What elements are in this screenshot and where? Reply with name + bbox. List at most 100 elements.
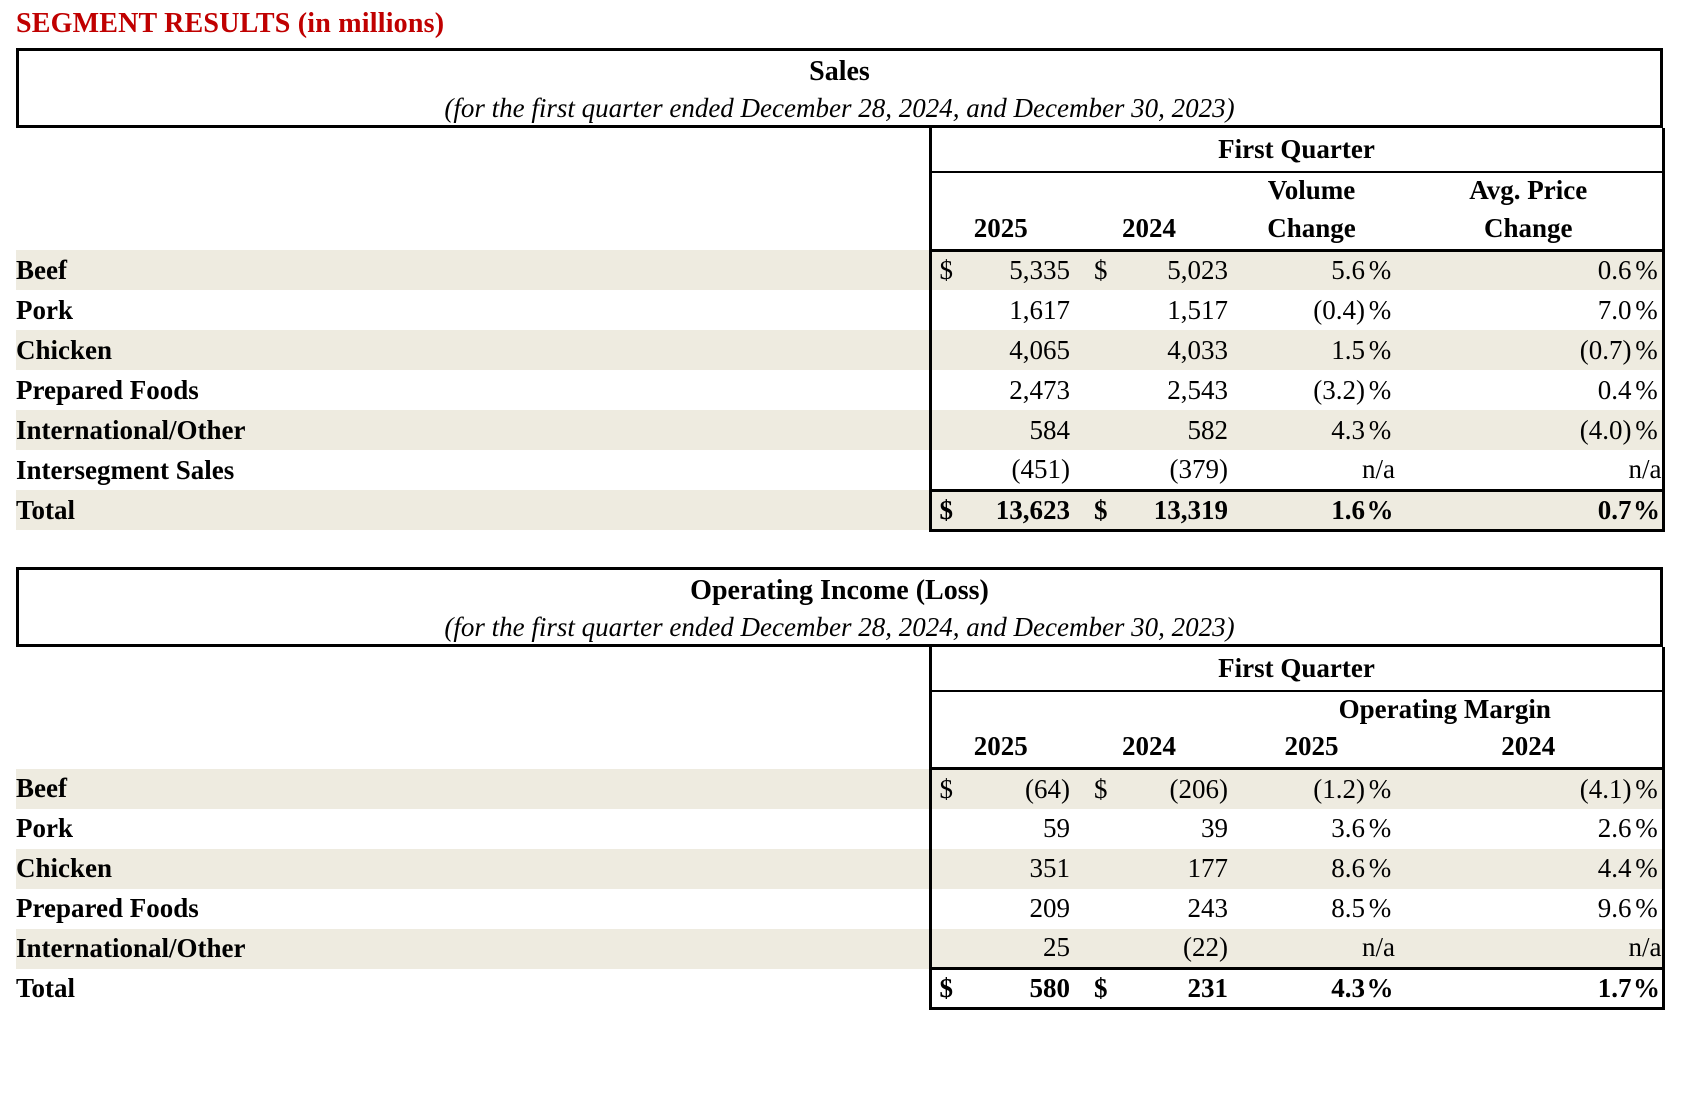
table-row: Pork 59 39 3.6% 2.6% [16,808,1665,849]
table-row: Beef $ (64) $ (206) (1.2)% (4.1)% [16,768,1665,809]
row-label: Prepared Foods [16,893,199,923]
table-row: Total $580 $231 4.3% 1.7% [16,967,1665,1010]
value-cell-2024: (22) [1070,928,1228,969]
header-spacer [16,128,930,172]
operating-table-subtitle: (for the first quarter ended December 28… [444,611,1235,642]
sales-table: Sales (for the first quarter ended Decem… [16,48,1665,532]
header-empty-cell [1070,172,1228,208]
header-empty-cell [928,172,1070,208]
header-spacer [16,208,930,250]
margin-cell-2024: 2.6% [1395,808,1665,849]
margin-cell-2025: 8.5% [1228,889,1395,929]
column-header-row-1: Volume Avg. Price [16,172,1665,208]
value-cell-2024: 1,517 [1070,290,1228,330]
percent-sign: % [1633,973,1660,1003]
cell-value: 4.4 [1597,853,1632,883]
value-cell-2024: 4,033 [1070,330,1228,370]
margin-2025-header: 2025 [1228,726,1395,770]
row-label: International/Other [16,928,930,969]
cell-value: 8.5 [1331,893,1365,923]
percent-sign: % [1635,813,1658,843]
first-quarter-header: First Quarter [928,646,1665,692]
change-cell-2: (0.7)% [1395,330,1665,370]
table-row: Total $13,623 $13,319 1.6% 0.7% [16,488,1665,532]
percent-sign: % [1368,893,1392,923]
margin-cell-2024: 1.7% [1395,967,1665,1010]
change-cell-1: n/a [1228,450,1395,490]
percent-sign: % [1366,973,1394,1003]
cell-value: (64) [1025,773,1070,804]
change-cell-1: 1.5% [1228,330,1395,370]
row-label: Pork [16,294,73,325]
value-cell-2024: 243 [1070,889,1229,929]
cell-value: 0.6 [1597,255,1632,286]
change-cell-2: (4.0)% [1395,410,1665,450]
percent-sign: % [1368,334,1392,365]
group-header-row: First Quarter [16,646,1665,692]
change-cell-1: 5.6% [1228,250,1395,290]
percent-sign: % [1635,334,1658,365]
percent-sign: % [1635,374,1658,405]
cell-value: 2,543 [1167,374,1228,405]
page-title: SEGMENT RESULTS (in millions) [16,8,445,39]
value-cell-2025: 584 [928,410,1071,450]
column-header-row-2: 2025 2024 Change Change [16,208,1665,252]
row-label: Intersegment Sales [16,454,235,485]
margin-cell-2025: 4.3% [1228,967,1395,1010]
change-cell-1: (3.2)% [1228,370,1395,410]
change-cell-2: 0.7% [1395,488,1665,532]
margin-cell-2024: 9.6% [1395,888,1665,929]
margin-cell-2025: (1.2)% [1228,768,1395,809]
cell-value: 1.7 [1597,973,1632,1003]
sales-table-subtitle: (for the first quarter ended December 28… [444,93,1235,123]
year-2024-header: 2024 [1070,208,1228,252]
cell-value: 1,617 [1009,294,1070,325]
cell-value: 1.5 [1331,334,1365,365]
margin-cell-2024: n/a [1395,928,1665,969]
cell-value: (0.4) [1313,294,1365,325]
value-cell-2024: $5,023 [1070,250,1228,290]
header-spacer [16,172,930,208]
cell-value: 3.6 [1331,813,1365,843]
header-spacer [16,727,930,769]
table-row: Pork 1,617 1,517 (0.4)% 7.0% [16,290,1665,330]
percent-sign: % [1368,294,1392,325]
cell-value: 177 [1187,853,1229,883]
volume-header: Volume [1267,175,1356,205]
cell-value: (379) [1169,453,1228,484]
value-cell-2024: 177 [1070,848,1229,889]
value-cell-2024: $ (206) [1070,768,1228,809]
currency-symbol: $ [939,494,954,525]
cell-value: (0.7) [1579,334,1632,365]
cell-value: n/a [1362,932,1395,963]
sales-table-grid: First Quarter Volume Avg. Price 2025 202… [16,128,1665,532]
cell-value: 8.6 [1331,853,1365,883]
percent-sign: % [1368,374,1392,405]
value-cell-2025: 4,065 [928,330,1070,370]
volume-change-header: Change [1228,208,1395,252]
cell-value: 584 [1029,414,1071,445]
percent-sign: % [1368,813,1392,843]
row-label: Chicken [16,330,930,370]
change-cell-2: 7.0% [1395,290,1665,330]
cell-value: 4,065 [1009,334,1070,365]
table-row: Chicken 351 177 8.6% 4.4% [16,848,1665,889]
cell-value: 25 [1043,932,1070,963]
cell-value: 582 [1187,414,1229,445]
change-cell-1: 4.3% [1228,410,1395,450]
avg-price-header: Avg. Price [1395,172,1665,208]
value-cell-2024: 2,543 [1070,370,1228,410]
margin-cell-2024: 4.4% [1395,848,1665,889]
row-label: International/Other [16,410,930,450]
year-2025-header: 2025 [928,726,1070,770]
margin-cell-2025: n/a [1228,928,1395,969]
value-cell-2025: 2,473 [928,370,1070,410]
value-cell-2025: $5,335 [928,250,1070,290]
header-empty-cell [928,690,1070,727]
margin-cell-2025: 8.6% [1228,848,1395,889]
table-row: Chicken 4,065 4,033 1.5% (0.7)% [16,330,1665,370]
table-row: Prepared Foods 2,473 2,543 (3.2)% 0.4% [16,370,1665,410]
currency-symbol: $ [1094,255,1108,286]
value-cell-2025: 59 [928,808,1070,849]
cell-value: (22) [1183,932,1228,963]
